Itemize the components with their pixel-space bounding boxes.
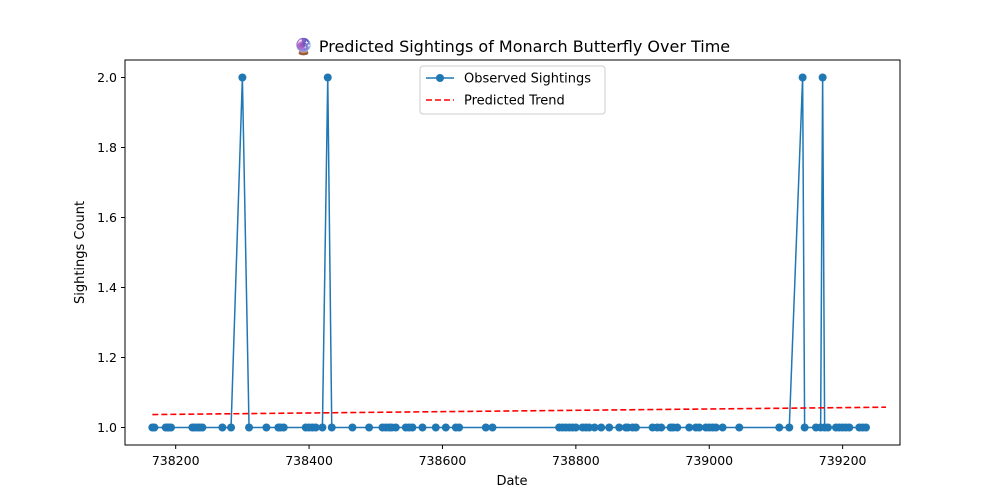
y-tick-label: 2.0	[97, 70, 117, 85]
data-point	[441, 423, 450, 432]
legend-marker	[436, 74, 444, 82]
data-point	[605, 423, 614, 432]
data-point	[798, 73, 807, 82]
y-tick-label: 1.6	[97, 210, 117, 225]
series-line-1	[152, 406, 886, 416]
data-point	[245, 423, 254, 432]
data-point	[218, 423, 227, 432]
data-point	[327, 423, 336, 432]
data-point	[597, 423, 606, 432]
data-point	[818, 73, 827, 82]
data-point	[785, 423, 794, 432]
y-tick-label: 1.0	[97, 420, 117, 435]
data-point	[238, 73, 247, 82]
axes	[124, 59, 901, 446]
legend-label: Observed Sightings	[464, 72, 591, 87]
x-tick-label: 738800	[552, 453, 600, 468]
data-point	[631, 423, 640, 432]
data-point	[391, 423, 400, 432]
axes-frame	[124, 59, 901, 446]
data-point	[455, 423, 464, 432]
x-tick-label: 738200	[152, 453, 200, 468]
data-point	[408, 423, 417, 432]
x-tick-label: 739000	[685, 453, 733, 468]
data-point	[431, 423, 440, 432]
legend-box	[419, 65, 606, 115]
data-point	[418, 423, 427, 432]
x-axis-label: Date	[496, 474, 527, 489]
legend-label: Predicted Trend	[464, 94, 565, 109]
data-point	[488, 423, 497, 432]
data-point	[365, 423, 374, 432]
data-point	[823, 423, 832, 432]
data-point	[279, 423, 288, 432]
x-axis-ticks: 738200 738400 738600 738800 739000 739200	[152, 445, 867, 468]
plot-area	[148, 73, 886, 432]
data-point	[718, 423, 727, 432]
data-point	[150, 423, 159, 432]
y-tick-label: 1.2	[97, 350, 117, 365]
data-point	[198, 423, 207, 432]
data-point	[673, 423, 682, 432]
data-point	[481, 423, 490, 432]
data-point	[167, 423, 176, 432]
x-tick-label: 738400	[285, 453, 333, 468]
data-point	[695, 423, 704, 432]
y-axis-label: Sightings Count	[73, 201, 88, 304]
data-point	[845, 423, 854, 432]
y-tick-label: 1.8	[97, 140, 117, 155]
data-point	[227, 423, 236, 432]
data-point	[861, 423, 870, 432]
x-tick-label: 738600	[419, 453, 467, 468]
data-point	[657, 423, 666, 432]
data-point	[348, 423, 357, 432]
chart-title: 🔮 Predicted Sightings of Monarch Butterf…	[294, 37, 730, 56]
data-point	[711, 423, 720, 432]
y-tick-label: 1.4	[97, 280, 117, 295]
y-axis-ticks: 1.0 1.2 1.4 1.6 1.8 2.0	[97, 70, 125, 435]
data-point	[311, 423, 320, 432]
x-tick-label: 739200	[819, 453, 867, 468]
data-point	[615, 423, 624, 432]
data-point	[571, 423, 580, 432]
data-point	[800, 423, 809, 432]
legend: Observed Sightings Predicted Trend	[419, 65, 606, 115]
data-point	[685, 423, 694, 432]
data-point	[318, 423, 327, 432]
data-point	[775, 423, 784, 432]
data-point	[262, 423, 271, 432]
data-point	[735, 423, 744, 432]
data-point	[590, 423, 599, 432]
data-point	[323, 73, 332, 82]
